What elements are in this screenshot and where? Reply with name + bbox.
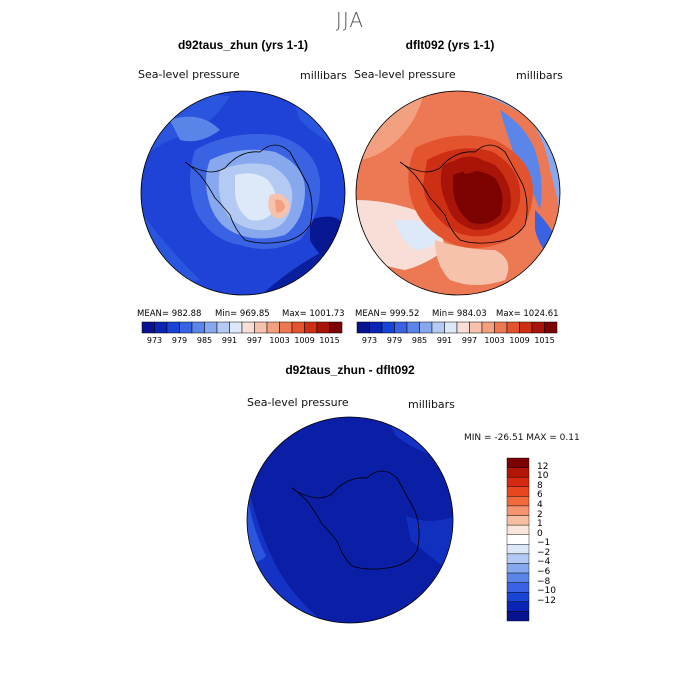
colorbar-swatch xyxy=(506,321,520,334)
diff-colorbar-tick-label: 2 xyxy=(537,509,543,520)
diff-colorbar-tick-label: 0 xyxy=(537,528,543,539)
colorbar-swatch xyxy=(204,321,218,334)
left-colorbar xyxy=(141,321,343,334)
colorbar-swatch xyxy=(279,321,293,334)
diff-colorbar-tick-label: −1 xyxy=(537,538,551,549)
colorbar-swatch xyxy=(179,321,193,334)
colorbar-swatch xyxy=(469,321,483,334)
colorbar-swatch xyxy=(254,321,268,334)
left-units-label: millibars xyxy=(300,69,347,82)
diff-colorbar-ticks: 12 10 8 6 4 2 1 0 −1 −2 −4 −6 −8 −10 −12 xyxy=(507,458,567,621)
colorbar-swatch xyxy=(481,321,495,334)
left-map xyxy=(140,90,346,296)
diff-colorbar-tick-label: −4 xyxy=(537,557,551,568)
colorbar-swatch xyxy=(494,321,508,334)
colorbar-swatch xyxy=(266,321,280,334)
diff-units-label: millibars xyxy=(408,398,455,411)
colorbar-swatch xyxy=(394,321,408,334)
right-max: Max= 1024.61 xyxy=(496,309,559,319)
colorbar-swatch xyxy=(304,321,318,334)
right-colorbar xyxy=(356,321,558,334)
right-colorbar-ticks: 973 979 985 991 997 1003 1009 1015 xyxy=(357,336,557,348)
season-title: JJA xyxy=(335,8,365,32)
colorbar-swatch xyxy=(381,321,395,334)
diff-colorbar-swatch xyxy=(506,611,530,622)
diff-colorbar-tick-label: 4 xyxy=(537,499,543,510)
diff-field-label: Sea-level pressure xyxy=(247,396,349,409)
colorbar-swatch xyxy=(431,321,445,334)
colorbar-swatch xyxy=(544,321,558,334)
diff-colorbar-tick-label: −12 xyxy=(537,595,556,606)
colorbar-tick-label: 1009 xyxy=(294,336,315,345)
diff-colorbar-tick-label: 1 xyxy=(537,519,543,530)
colorbar-swatch xyxy=(166,321,180,334)
colorbar-swatch xyxy=(216,321,230,334)
left-panel-title: d92taus_zhun (yrs 1-1) xyxy=(177,38,309,52)
left-field-label: Sea-level pressure xyxy=(138,68,240,81)
diff-colorbar-tick-label: 10 xyxy=(537,471,549,482)
colorbar-swatch xyxy=(531,321,545,334)
diff-colorbar-tick-label: −2 xyxy=(537,547,551,558)
colorbar-swatch xyxy=(444,321,458,334)
colorbar-tick-label: 1015 xyxy=(319,336,340,345)
right-field-label: Sea-level pressure xyxy=(354,68,456,81)
colorbar-tick-label: 997 xyxy=(461,336,478,345)
right-panel-title: dflt092 (yrs 1-1) xyxy=(405,38,495,52)
diff-colorbar-tick-label: −8 xyxy=(537,576,551,587)
colorbar-tick-label: 973 xyxy=(146,336,163,345)
colorbar-tick-label: 985 xyxy=(196,336,213,345)
colorbar-tick-label: 1003 xyxy=(484,336,505,345)
colorbar-tick-label: 985 xyxy=(411,336,428,345)
colorbar-tick-label: 973 xyxy=(361,336,378,345)
diff-colorbar xyxy=(506,457,530,622)
colorbar-tick-label: 991 xyxy=(221,336,238,345)
colorbar-tick-label: 979 xyxy=(386,336,403,345)
diff-coastline xyxy=(291,470,420,570)
right-min: Min= 984.03 xyxy=(432,309,487,319)
diff-colorbar-tick-label: 12 xyxy=(537,461,549,472)
left-coastline xyxy=(184,144,313,244)
colorbar-swatch xyxy=(191,321,205,334)
diff-colorbar-tick-label: 6 xyxy=(537,490,543,501)
diff-panel-title: d92taus_zhun - dflt092 xyxy=(285,363,415,377)
colorbar-tick-label: 991 xyxy=(436,336,453,345)
colorbar-swatch xyxy=(291,321,305,334)
colorbar-swatch xyxy=(329,321,343,334)
colorbar-swatch xyxy=(229,321,243,334)
left-min: Min= 969.85 xyxy=(215,309,270,319)
colorbar-swatch xyxy=(154,321,168,334)
colorbar-swatch xyxy=(316,321,330,334)
right-map xyxy=(355,90,561,296)
diff-colorbar-tick-label: −10 xyxy=(537,586,556,597)
colorbar-tick-label: 1015 xyxy=(534,336,555,345)
right-units-label: millibars xyxy=(516,69,563,82)
colorbar-tick-label: 1009 xyxy=(509,336,530,345)
colorbar-swatch xyxy=(241,321,255,334)
colorbar-tick-label: 1003 xyxy=(269,336,290,345)
colorbar-swatch xyxy=(356,321,370,334)
diff-colorbar-tick-label: −6 xyxy=(537,567,551,578)
right-coastline xyxy=(399,144,528,244)
left-colorbar-ticks: 973 979 985 991 997 1003 1009 1015 xyxy=(142,336,342,348)
left-mean: MEAN= 982.88 xyxy=(137,309,202,319)
colorbar-swatch xyxy=(406,321,420,334)
diff-colorbar-tick-label: 8 xyxy=(537,480,543,491)
colorbar-swatch xyxy=(456,321,470,334)
diff-map xyxy=(246,416,454,624)
diff-minmax: MIN = -26.51 MAX = 0.11 xyxy=(464,433,580,443)
colorbar-swatch xyxy=(141,321,155,334)
colorbar-swatch xyxy=(369,321,383,334)
right-mean: MEAN= 999.52 xyxy=(355,309,420,319)
colorbar-tick-label: 979 xyxy=(171,336,188,345)
colorbar-tick-label: 997 xyxy=(246,336,263,345)
colorbar-swatch xyxy=(519,321,533,334)
colorbar-swatch xyxy=(419,321,433,334)
left-max: Max= 1001.73 xyxy=(282,309,345,319)
